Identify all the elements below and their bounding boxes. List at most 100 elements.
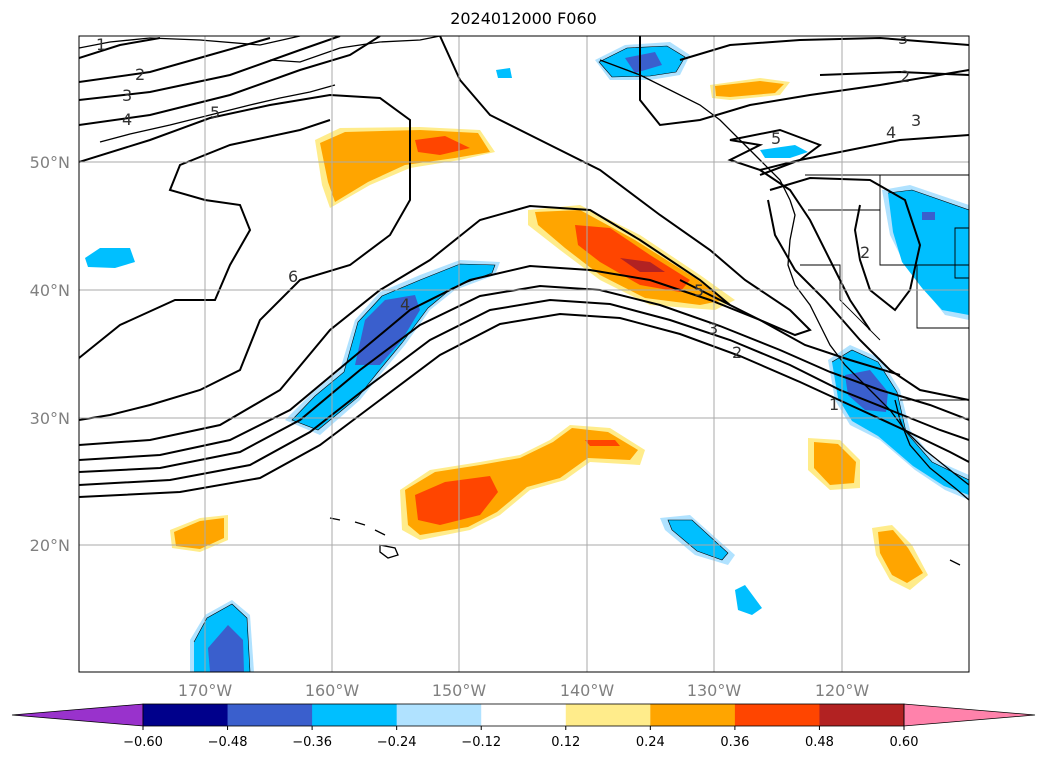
contour-label: 4 — [400, 295, 410, 314]
colorbar-segment — [734, 704, 820, 726]
contour-1-north — [79, 37, 161, 59]
colorbar-segment — [227, 704, 313, 726]
colorbar-ticks: −0.60 −0.48 −0.36 −0.24 −0.12 0.12 0.24 0.36 0.4… — [123, 726, 918, 750]
contour-labels: 1 2 3 4 5 6 4 5 3 2 5 4 3 2 2 1 3 — [96, 29, 921, 414]
positive-anomaly-subtropical-strong — [415, 476, 498, 525]
colorbar-segment — [143, 704, 229, 726]
contour-east-2 — [679, 36, 969, 61]
colorbar-tick-label: 0.36 — [720, 735, 749, 750]
contour-jet-4 — [79, 298, 969, 486]
aleutians-coast — [99, 84, 336, 143]
longitude-labels: 170°W 160°W 150°W 140°W 130°W 120°W — [178, 681, 870, 700]
contour-label: 1 — [96, 35, 106, 54]
contour-jet-1 — [79, 204, 731, 446]
lat-label: 50°N — [30, 153, 70, 172]
negative-anomaly-south-small — [735, 585, 762, 615]
mexico-coast — [949, 559, 961, 566]
colorbar-tick-label: −0.60 — [123, 735, 163, 750]
contour-east-3 — [819, 70, 969, 76]
lon-label: 160°W — [305, 681, 360, 700]
colorbar-extend-high — [903, 703, 1036, 727]
alaska-coast — [79, 36, 441, 63]
contour-label: 2 — [860, 243, 870, 262]
contour-label: 3 — [122, 86, 132, 105]
contour-east-1 — [639, 36, 969, 127]
negative-anomaly-southwest-strong — [208, 625, 244, 672]
colorbar-tick-label: −0.48 — [208, 735, 248, 750]
colorbar-tick-label: −0.12 — [461, 735, 501, 750]
map-frame — [78, 35, 970, 673]
lon-label: 120°W — [815, 681, 870, 700]
lon-label: 140°W — [560, 681, 615, 700]
baja-coast — [894, 399, 969, 501]
contour-jet-2 — [79, 264, 901, 461]
height-contours — [79, 36, 969, 498]
contour-label: 5 — [694, 281, 704, 300]
positive-anomaly-baja-offshore-core — [814, 442, 856, 485]
colorbar-tick-label: 0.12 — [551, 735, 580, 750]
colorbar-segment — [312, 704, 398, 726]
lat-label: 30°N — [30, 409, 70, 428]
colorbar-segment — [481, 704, 567, 726]
contour-label: 2 — [900, 67, 910, 86]
positive-anomaly-ne-pacific-extreme — [620, 258, 665, 272]
colorbar-extend-low — [11, 703, 144, 727]
negative-anomaly-west-island — [85, 248, 135, 268]
contour-label: 4 — [886, 123, 896, 142]
anomaly-outlines — [193, 45, 969, 672]
negative-anomaly-south-central-core — [668, 520, 728, 560]
negative-anomaly-bc-small — [760, 145, 808, 158]
lon-label: 170°W — [178, 681, 233, 700]
positive-anomaly-mexico-core — [878, 530, 923, 583]
colorbar-tick-label: −0.24 — [377, 735, 417, 750]
latitude-labels: 50°N 40°N 30°N 20°N — [30, 153, 70, 555]
colorbar-tick-label: 0.60 — [890, 735, 919, 750]
contour-4-north — [79, 36, 381, 126]
panhandle-coast — [599, 59, 791, 201]
positive-anomaly-west-core — [174, 518, 224, 549]
colorbar-segment — [396, 704, 482, 726]
contour-6-high — [79, 119, 331, 359]
lon-label: 130°W — [687, 681, 742, 700]
contour-label: 4 — [122, 110, 132, 129]
colorbar-segment — [565, 704, 651, 726]
negative-anomaly-rockies-core — [888, 190, 969, 315]
contour-5-ridge — [79, 93, 411, 421]
contour-label: 3 — [898, 29, 908, 48]
negative-anomaly-alaska-strong — [625, 52, 662, 73]
colorbar-frame — [142, 703, 905, 727]
contour-label: 2 — [732, 343, 742, 362]
lat-label: 20°N — [30, 536, 70, 555]
positive-anomaly-bc-core — [715, 81, 784, 97]
colorbar-segments — [11, 703, 1036, 727]
contour-label: 3 — [708, 319, 718, 338]
colorbar-tick-label: 0.48 — [805, 735, 834, 750]
contour-label: 6 — [288, 267, 298, 286]
contour-label: 1 — [829, 395, 839, 414]
contour-east-5 — [759, 134, 969, 176]
contour-label: 5 — [771, 129, 781, 148]
map-gridlines — [79, 36, 969, 672]
lon-label: 150°W — [432, 681, 487, 700]
contour-label: 5 — [210, 103, 220, 122]
map-title: 2024012000 F060 — [450, 9, 597, 28]
colorbar: −0.60 −0.48 −0.36 −0.24 −0.12 0.12 0.24 0.36 0.4… — [11, 703, 1036, 750]
hawaii-islands — [329, 517, 399, 559]
positive-anomaly-ne-pacific-strong — [575, 225, 690, 292]
contour-3-north — [79, 36, 341, 101]
map-plot-area: 1 2 3 4 5 6 4 5 3 2 5 4 3 2 2 1 3 — [79, 29, 969, 672]
positive-anomaly-subtropical-patch — [585, 440, 620, 446]
contour-sw-ridge — [759, 169, 871, 331]
coastlines — [79, 36, 969, 566]
contour-jet-3 — [79, 284, 969, 473]
colorbar-segment — [650, 704, 736, 726]
anomaly-fills — [85, 42, 969, 672]
contour-label: 3 — [911, 111, 921, 130]
colorbar-segment — [819, 704, 905, 726]
lat-label: 40°N — [30, 281, 70, 300]
contour-label: 2 — [135, 65, 145, 84]
colorbar-tick-label: −0.36 — [292, 735, 332, 750]
colorbar-tick-label: 0.24 — [636, 735, 665, 750]
contour-east-4 — [727, 128, 823, 172]
